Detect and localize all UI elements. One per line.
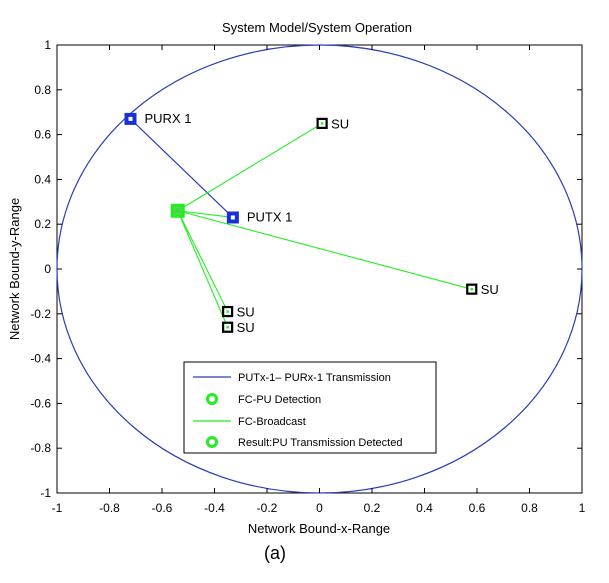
pu-transmission-link: [130, 118, 234, 218]
broadcast-link-layer: [177, 122, 472, 328]
pu-label-2: PUTX 1: [247, 209, 293, 224]
legend-swatch-marker-4: [206, 436, 218, 448]
broadcast-link-5: [177, 210, 233, 219]
y-tick-label-2: 0.6: [34, 128, 51, 142]
legend-swatch-marker-2: [206, 393, 218, 405]
legend: PUTx-1– PURx-1 Transmission FC-PU Detecti…: [183, 361, 437, 454]
y-axis-label: Network Bound-y-Range: [7, 198, 22, 340]
x-tick-label-6: 0.2: [364, 501, 381, 515]
legend-label-4: Result:PU Transmission Detected: [238, 437, 402, 449]
fusion-center-marker: [170, 203, 185, 218]
su-label-1: SU: [331, 116, 349, 131]
y-tick-label-4: 0.2: [34, 217, 51, 231]
su-marker-dot-2: [470, 287, 473, 291]
x-axis-ticks: -1 -0.8 -0.6 -0.4 -0.2 0 0.2 0.4 0.6 0.8 1: [52, 45, 586, 515]
legend-label-2: FC-PU Detection: [238, 394, 321, 406]
pu-marker-center-2: [230, 215, 235, 220]
x-tick-label-0: -1: [52, 501, 63, 515]
x-tick-label-3: -0.4: [204, 501, 225, 515]
x-tick-label-7: 0.4: [416, 501, 433, 515]
x-tick-label-2: -0.6: [152, 501, 173, 515]
broadcast-link-3: [177, 210, 229, 312]
su-marker-dot-1: [320, 122, 324, 125]
pu-link-layer: [130, 118, 234, 218]
su-label-2: SU: [481, 282, 499, 297]
x-tick-label-4: -0.2: [257, 501, 278, 515]
y-tick-label-0: 1: [44, 38, 51, 52]
x-axis-label: Network Bound-x-Range: [248, 521, 390, 536]
y-tick-label-6: -0.2: [30, 307, 51, 321]
pu-marker-center-1: [128, 116, 133, 121]
legend-entries: PUTx-1– PURx-1 Transmission FC-PU Detecti…: [193, 372, 402, 449]
y-tick-label-3: 0.4: [34, 172, 51, 186]
broadcast-link-2: [177, 210, 472, 290]
legend-label-1: PUTx-1– PURx-1 Transmission: [238, 372, 391, 384]
pu-label-1: PURX 1: [145, 111, 192, 126]
y-tick-label-9: -0.8: [30, 441, 51, 455]
su-label-4: SU: [237, 320, 255, 335]
su-label-3: SU: [237, 305, 255, 320]
y-tick-label-5: 0: [44, 262, 51, 276]
y-tick-label-8: -0.6: [30, 396, 51, 410]
x-tick-label-5: 0: [316, 501, 323, 515]
chart-title: System Model/System Operation: [222, 20, 412, 35]
y-tick-label-10: -1: [40, 486, 51, 500]
su-marker-dot-3: [226, 310, 229, 313]
figure-caption: (a): [264, 543, 286, 563]
broadcast-link-1: [177, 122, 323, 212]
x-tick-label-8: 0.6: [469, 501, 486, 515]
su-marker-dot-4: [226, 326, 229, 329]
broadcast-link-4: [177, 210, 229, 328]
x-tick-label-9: 0.8: [521, 501, 538, 515]
x-tick-label-10: 1: [579, 501, 586, 515]
marker-layer: [124, 112, 478, 333]
legend-label-3: FC-Broadcast: [238, 416, 306, 428]
x-tick-label-1: -0.8: [99, 501, 120, 515]
fusion-center-marker-inner: [174, 207, 182, 215]
y-axis-ticks: 1 0.8 0.6 0.4 0.2 0 -0.2 -0.4 -0.6 -0.8 -1: [30, 38, 582, 500]
y-tick-label-1: 0.8: [34, 83, 51, 97]
y-tick-label-7: -0.4: [30, 352, 51, 366]
